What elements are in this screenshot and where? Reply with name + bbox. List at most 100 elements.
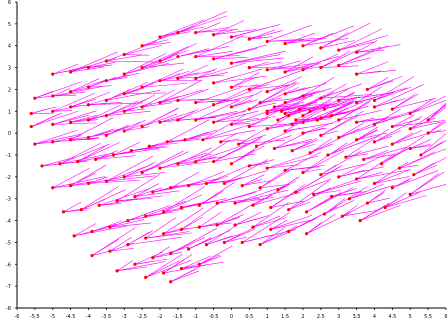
x-tick-label: -4.5 xyxy=(66,314,76,320)
data-segment xyxy=(34,90,54,99)
data-segment xyxy=(195,87,242,103)
data-point xyxy=(86,118,91,122)
data-segment xyxy=(345,153,369,158)
data-segment xyxy=(52,92,95,112)
data-point xyxy=(287,208,291,212)
data-point xyxy=(372,181,377,186)
data-point xyxy=(301,120,305,124)
data-segment xyxy=(199,256,221,265)
data-segment xyxy=(220,132,238,143)
data-point xyxy=(69,105,73,109)
data-segment xyxy=(163,254,193,274)
data-segment xyxy=(70,172,96,186)
data-segment xyxy=(292,138,317,151)
data-segment xyxy=(109,222,152,228)
data-point xyxy=(140,65,144,70)
data-point xyxy=(169,280,173,284)
data-segment xyxy=(410,171,445,195)
data-point xyxy=(408,192,412,196)
data-segment xyxy=(252,215,281,228)
data-point xyxy=(337,175,341,179)
data-point xyxy=(272,146,276,151)
data-segment xyxy=(116,260,134,272)
data-segment xyxy=(238,129,265,145)
data-segment xyxy=(249,84,269,90)
data-segment xyxy=(213,110,259,123)
data-segment xyxy=(249,105,287,127)
data-segment xyxy=(270,214,313,230)
data-point xyxy=(265,111,269,116)
data-segment xyxy=(213,75,267,84)
data-segment xyxy=(410,105,447,130)
data-segment xyxy=(217,198,260,204)
data-segment xyxy=(320,130,339,136)
data-segment xyxy=(267,115,291,130)
data-segment xyxy=(320,22,371,49)
data-segment xyxy=(163,186,206,213)
data-segment xyxy=(52,94,77,97)
data-segment xyxy=(302,53,338,71)
data-segment xyxy=(213,76,235,84)
data-segment xyxy=(59,143,110,165)
data-point xyxy=(383,205,387,210)
data-point xyxy=(126,218,130,223)
data-segment xyxy=(224,170,268,184)
data-point xyxy=(158,59,162,63)
data-segment xyxy=(95,150,118,160)
data-point xyxy=(365,87,369,92)
x-tick-label: -3.5 xyxy=(101,314,111,320)
data-point xyxy=(122,92,126,96)
data-segment xyxy=(231,106,280,125)
data-segment xyxy=(117,261,165,272)
data-point xyxy=(140,85,144,89)
data-segment xyxy=(195,55,240,57)
data-point xyxy=(176,76,180,81)
data-point xyxy=(347,197,352,201)
data-point xyxy=(51,122,55,126)
y-tick-label: 6 xyxy=(8,0,11,6)
data-segment xyxy=(385,192,420,208)
data-segment xyxy=(195,143,247,162)
data-segment xyxy=(356,153,396,180)
data-segment xyxy=(420,133,447,156)
data-point xyxy=(161,232,166,236)
data-segment xyxy=(267,76,303,92)
data-point xyxy=(144,214,148,218)
data-segment xyxy=(99,188,149,206)
data-segment xyxy=(320,51,350,68)
data-segment xyxy=(31,108,50,114)
data-segment xyxy=(427,107,447,121)
data-segment xyxy=(320,49,360,68)
data-segment xyxy=(213,138,262,162)
data-segment xyxy=(220,139,246,143)
data-point xyxy=(240,184,244,188)
data-segment xyxy=(52,110,72,112)
data-segment xyxy=(124,123,146,132)
data-point xyxy=(197,203,201,207)
data-segment xyxy=(177,26,205,33)
data-segment xyxy=(259,82,300,103)
data-point xyxy=(179,267,184,271)
data-segment xyxy=(70,117,114,140)
data-segment xyxy=(220,138,240,143)
data-segment xyxy=(231,72,260,88)
data-segment xyxy=(59,152,114,165)
data-point xyxy=(283,70,287,74)
data-point xyxy=(51,140,55,144)
data-segment xyxy=(338,28,383,51)
x-tick-label: -0.5 xyxy=(209,314,219,320)
data-segment xyxy=(356,117,375,123)
data-segment xyxy=(163,264,208,274)
data-segment xyxy=(116,174,161,202)
data-segment xyxy=(399,151,435,169)
data-point xyxy=(122,109,126,113)
data-segment xyxy=(124,62,170,75)
data-segment xyxy=(124,126,149,132)
data-point xyxy=(233,201,237,205)
data-segment xyxy=(231,54,281,64)
data-segment xyxy=(260,97,301,103)
data-segment xyxy=(199,223,218,228)
data-segment xyxy=(259,226,286,245)
data-segment xyxy=(88,104,123,121)
data-segment xyxy=(242,179,262,186)
